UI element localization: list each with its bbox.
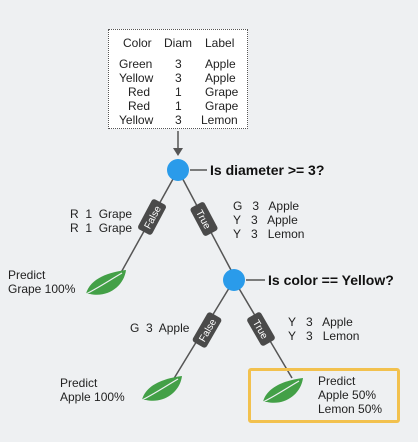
table-cell: 1 bbox=[175, 85, 182, 99]
node2-true-row: Y 3 Lemon bbox=[288, 329, 360, 343]
leaf-mixed-icon bbox=[262, 378, 303, 403]
node2-false-tag: False bbox=[192, 312, 222, 348]
root-node-circle bbox=[167, 159, 189, 181]
table-cell: Red bbox=[128, 99, 151, 113]
table-cell: 1 bbox=[175, 99, 182, 113]
leaf-mixed-line1: Predict bbox=[318, 374, 356, 388]
leaf-grape-line1: Predict bbox=[8, 268, 46, 282]
leaf-apple-line2: Apple 100% bbox=[60, 390, 125, 404]
table-cell: Yellow bbox=[119, 71, 154, 85]
table-cell: Apple bbox=[205, 57, 236, 71]
table-cell: Lemon bbox=[201, 113, 238, 127]
leaf-apple-line1: Predict bbox=[60, 376, 98, 390]
header-color: Color bbox=[123, 36, 152, 50]
leaf-grape-line2: Grape 100% bbox=[8, 282, 76, 296]
node2-question: Is color == Yellow? bbox=[268, 272, 394, 288]
highlight-box bbox=[248, 368, 400, 423]
table-cell: 3 bbox=[175, 113, 182, 127]
table-cell: Red bbox=[128, 85, 151, 99]
leaf-grape-icon bbox=[85, 270, 126, 295]
header-label: Label bbox=[205, 36, 235, 50]
arrow-head bbox=[173, 148, 183, 156]
leaf-apple-icon bbox=[141, 376, 182, 401]
table-cell: Yellow bbox=[119, 113, 154, 127]
table-cell: Apple bbox=[205, 71, 236, 85]
root-false-row: R 1 Grape bbox=[70, 207, 133, 221]
table-cell: Green bbox=[119, 57, 153, 71]
root-true-tag: True bbox=[190, 202, 218, 236]
root-true-row: G 3 Apple bbox=[233, 199, 300, 213]
leaf-mixed-line3: Lemon 50% bbox=[318, 402, 383, 416]
node2-false-row: G 3 Apple bbox=[130, 321, 190, 335]
node2-circle bbox=[223, 269, 245, 291]
table-cell: 3 bbox=[175, 57, 182, 71]
root-true-row: Y 3 Lemon bbox=[233, 227, 305, 241]
table-cell: Grape bbox=[205, 85, 239, 99]
table-cell: 3 bbox=[175, 71, 182, 85]
training-data-table bbox=[108, 29, 248, 129]
table-cell: Grape bbox=[205, 99, 239, 113]
node2-true-tag: True bbox=[247, 312, 275, 346]
header-diam: Diam bbox=[164, 36, 193, 50]
root-question: Is diameter >= 3? bbox=[210, 162, 325, 178]
root-true-row: Y 3 Apple bbox=[233, 213, 298, 227]
node2-true-row: Y 3 Apple bbox=[288, 315, 353, 329]
root-false-tag: False bbox=[138, 199, 166, 235]
root-false-row: R 1 Grape bbox=[70, 221, 133, 235]
leaf-mixed-line2: Apple 50% bbox=[318, 388, 377, 402]
